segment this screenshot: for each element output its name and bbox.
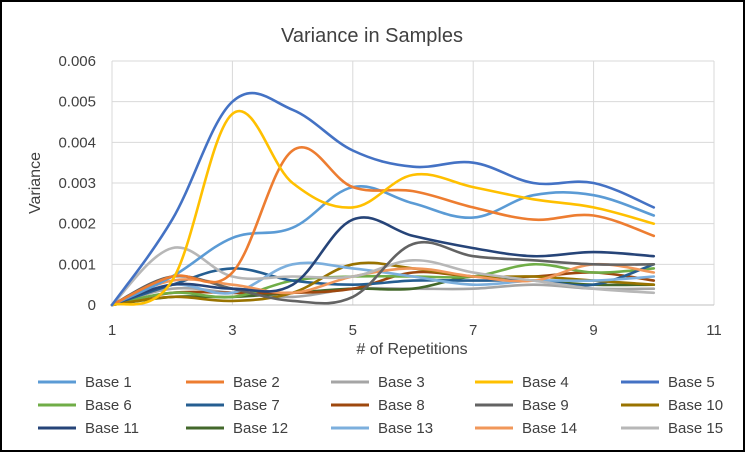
x-tick-label: 5 [349,322,357,339]
legend-label: Base 10 [668,397,723,414]
y-tick-label: 0.004 [58,134,96,151]
legend-label: Base 13 [378,420,433,437]
legend-label: Base 6 [85,397,132,414]
y-tick-label: 0.001 [58,256,96,273]
legend-label: Base 15 [668,420,723,437]
legend-label: Base 5 [668,374,715,391]
y-tick-label: 0.003 [58,175,96,192]
legend-label: Base 1 [85,374,132,391]
y-axis-label: Variance [27,152,44,214]
legend-label: Base 9 [522,397,569,414]
x-tick-label: 11 [706,322,722,339]
legend-label: Base 3 [378,374,425,391]
x-tick-label: 1 [108,322,116,339]
x-axis-ticks: 1 3 5 7 9 11 [108,322,722,339]
legend-label: Base 8 [378,397,425,414]
x-tick-label: 9 [589,322,597,339]
y-tick-label: 0.005 [58,94,96,111]
legend-label: Base 12 [233,420,288,437]
y-axis-ticks: 0 0.001 0.002 0.003 0.004 0.005 0.006 [58,53,96,314]
y-tick-label: 0 [88,297,96,314]
legend-label: Base 2 [233,374,280,391]
chart-title: Variance in Samples [281,25,463,47]
x-tick-label: 7 [469,322,477,339]
legend-label: Base 7 [233,397,280,414]
y-tick-label: 0.002 [58,216,96,233]
legend-label: Base 11 [85,420,139,437]
legend-label: Base 14 [522,420,577,437]
legend: Base 1 Base 2 Base 3 Base 4 Base 5 Base 6 Base… [38,374,723,437]
y-tick-label: 0.006 [58,53,96,70]
x-axis-label: # of Repetitions [356,341,467,358]
legend-label: Base 4 [522,374,569,391]
series-layer [112,93,654,305]
x-tick-label: 3 [228,322,236,339]
